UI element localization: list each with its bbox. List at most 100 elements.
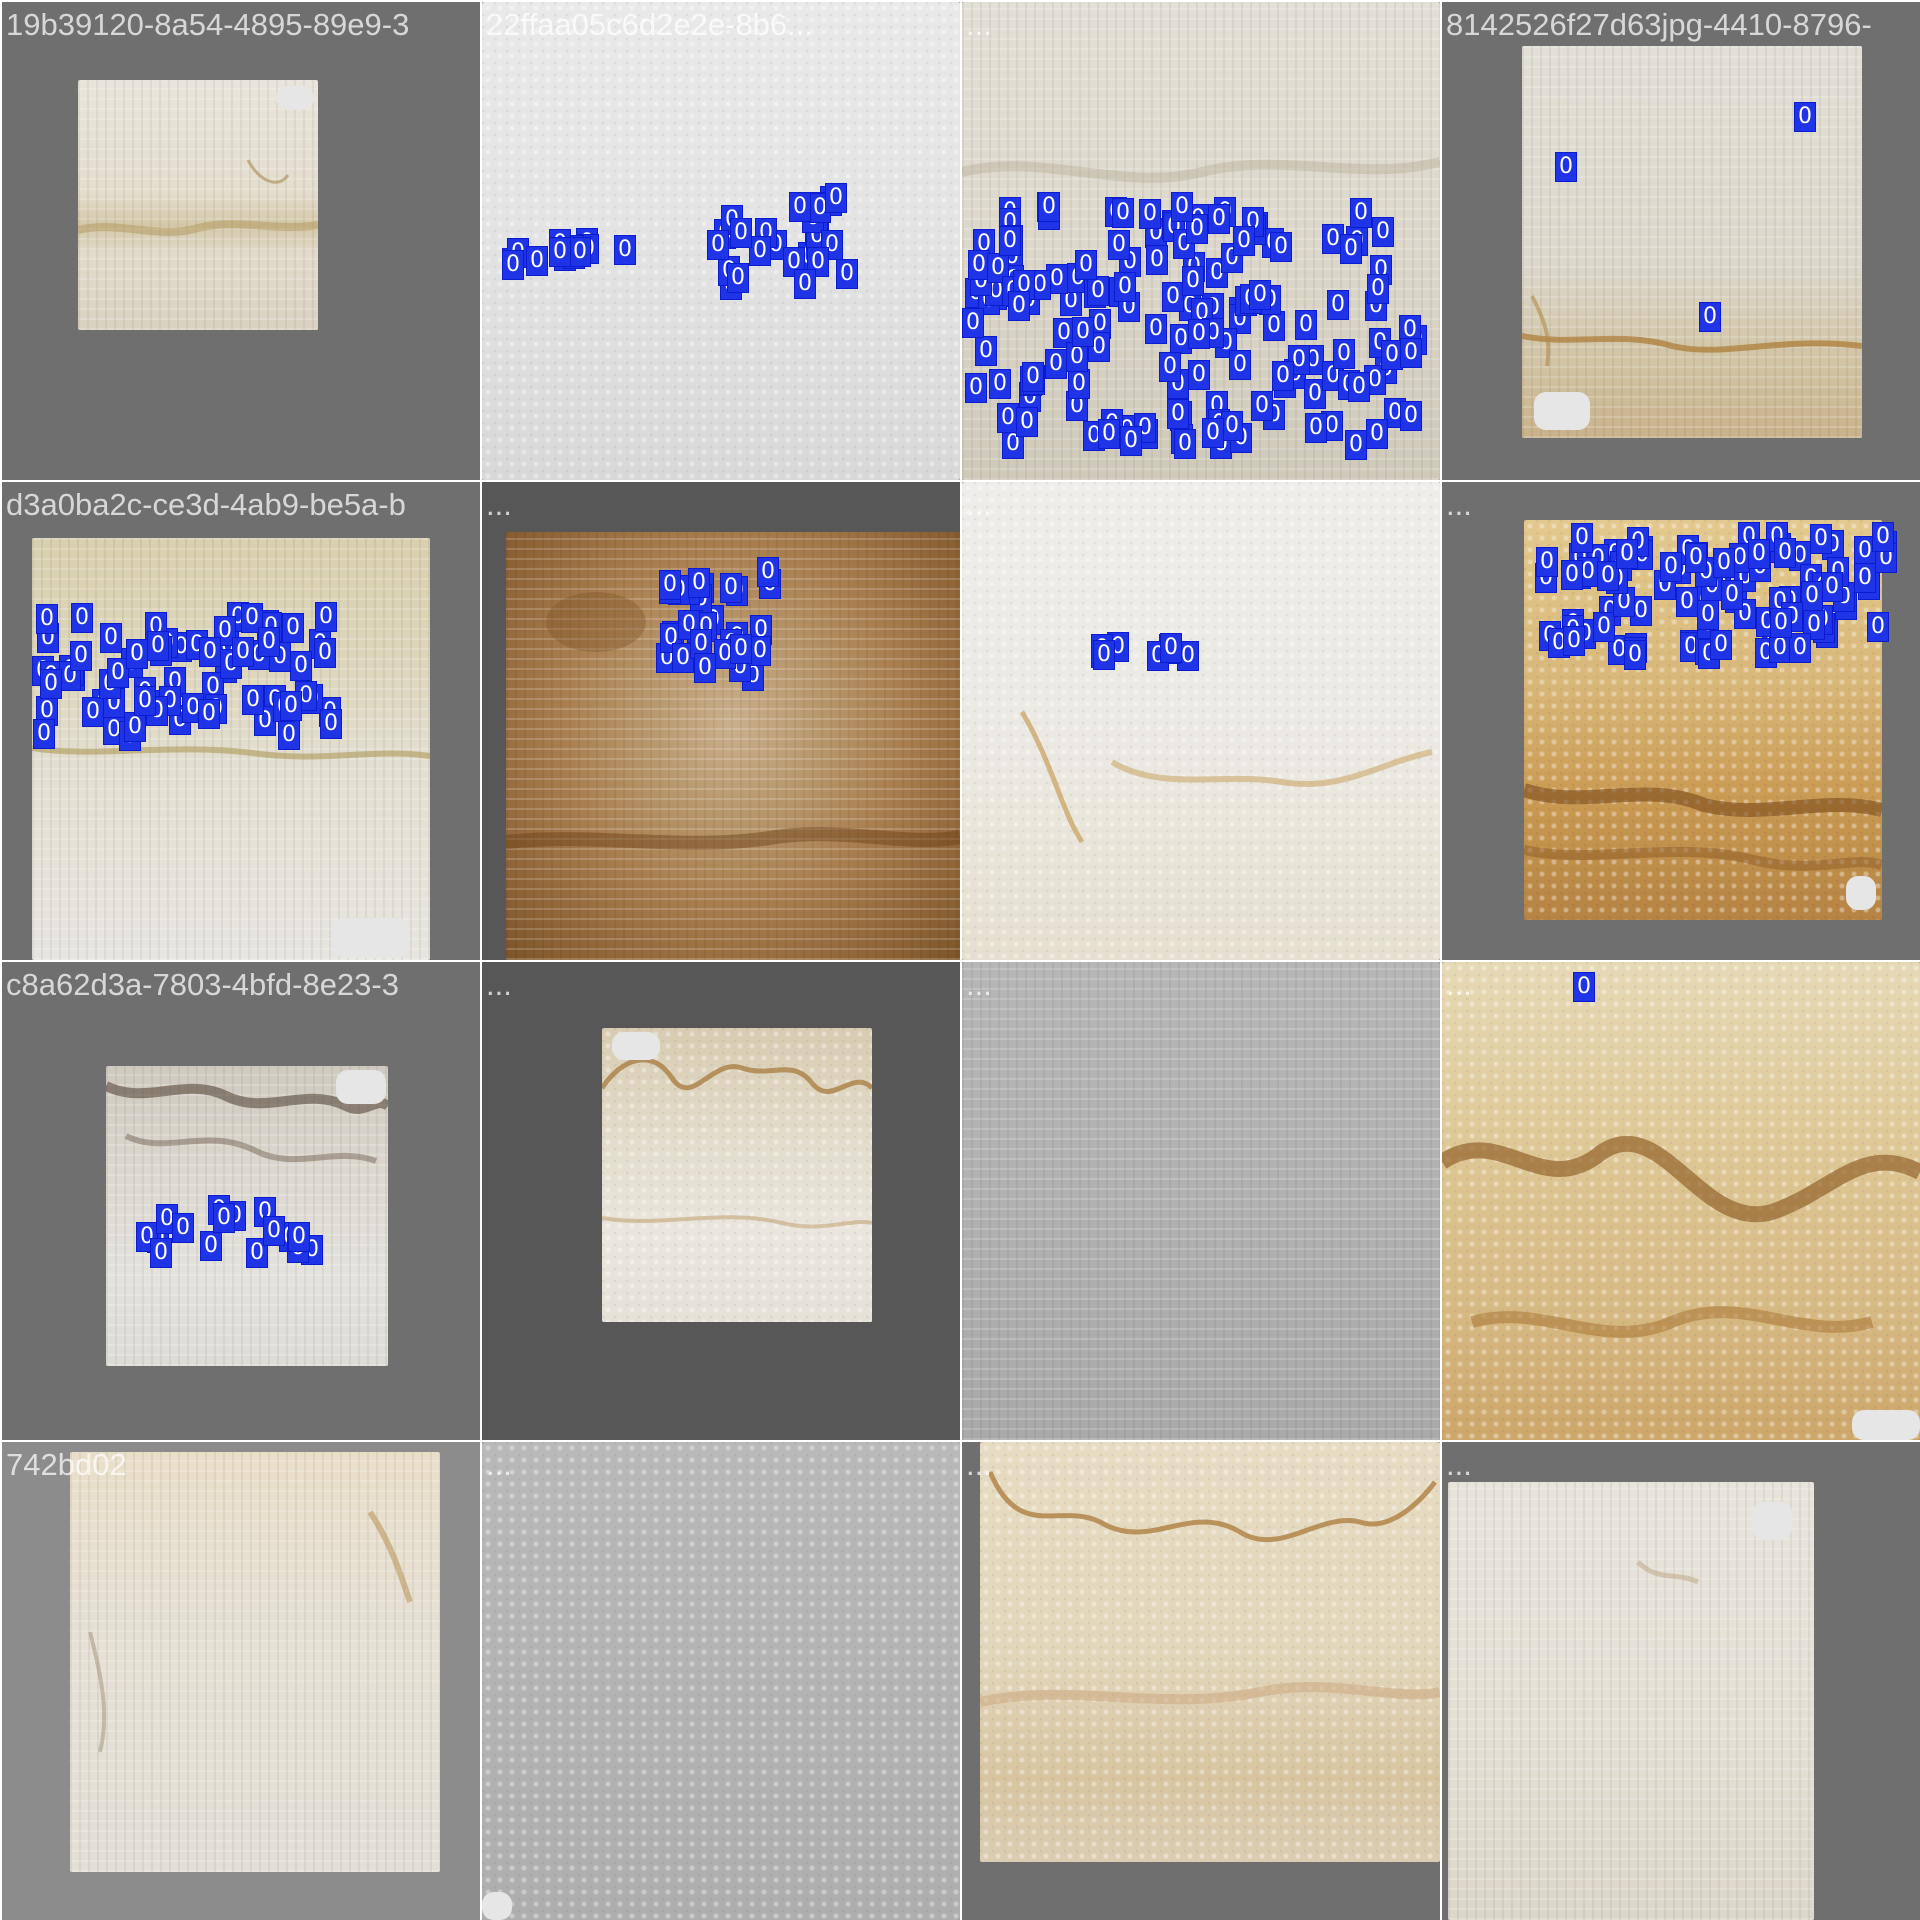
detection-box: 0 bbox=[1188, 319, 1210, 349]
detection-box: 0 bbox=[1160, 633, 1182, 663]
detection-box: 0 bbox=[282, 613, 304, 643]
detection-box: 0 bbox=[1400, 401, 1422, 431]
detection-box: 0 bbox=[1263, 311, 1285, 341]
detection-box: 0 bbox=[1624, 640, 1646, 670]
white-blob bbox=[482, 1892, 512, 1920]
detection-layer bbox=[962, 1442, 1440, 1920]
detection-box: 0 bbox=[1068, 369, 1090, 399]
tile-12: 0 ... bbox=[1442, 962, 1920, 1440]
detection-box: 0 bbox=[1112, 198, 1134, 228]
detection-box: 0 bbox=[749, 636, 771, 666]
detection-box: 0 bbox=[836, 259, 858, 289]
white-blob bbox=[276, 86, 314, 110]
detection-box: 0 bbox=[280, 691, 302, 721]
detection-box: 0 bbox=[70, 641, 92, 671]
detection-box: 0 bbox=[730, 634, 752, 664]
detection-box: 0 bbox=[1229, 350, 1251, 380]
detection-box: 0 bbox=[1305, 413, 1327, 443]
tile-14: ... bbox=[482, 1442, 960, 1920]
tile-10: ... bbox=[482, 962, 960, 1440]
detection-box: 0 bbox=[242, 685, 264, 715]
detection-box: 0 bbox=[200, 1231, 222, 1261]
detection-box: 0 bbox=[690, 629, 712, 659]
detection-box: 0 bbox=[1348, 372, 1370, 402]
detection-box: 0 bbox=[999, 226, 1021, 256]
detection-box: 0 bbox=[1249, 280, 1271, 310]
detection-box: 0 bbox=[126, 639, 148, 669]
detection-box: 0 bbox=[1182, 266, 1204, 296]
detection-box: 0 bbox=[1350, 198, 1372, 228]
detection-box: 0 bbox=[1613, 587, 1635, 617]
white-blob bbox=[336, 1070, 386, 1104]
tissue-photo bbox=[602, 1028, 872, 1322]
detection-box: 0 bbox=[1660, 552, 1682, 582]
tile-11: ... bbox=[962, 962, 1440, 1440]
detection-box: 0 bbox=[694, 653, 716, 683]
detection-box: 0 bbox=[1616, 539, 1638, 569]
detection-box: 0 bbox=[320, 709, 342, 739]
detection-box: 0 bbox=[1400, 338, 1422, 368]
detection-box: 0 bbox=[290, 651, 312, 681]
detection-box: 0 bbox=[1867, 612, 1889, 642]
detection-box: 0 bbox=[36, 696, 58, 726]
detection-box: 0 bbox=[672, 643, 694, 673]
detection-box: 0 bbox=[1710, 630, 1732, 660]
detection-box: 0 bbox=[1304, 379, 1326, 409]
tissue-photo bbox=[962, 482, 1440, 960]
tissue-photo bbox=[962, 962, 1440, 1440]
detection-layer bbox=[962, 962, 1440, 1440]
detection-box: 0 bbox=[968, 250, 990, 280]
detection-box: 0 bbox=[1345, 430, 1367, 460]
detection-box: 0 bbox=[1045, 349, 1067, 379]
detection-box: 0 bbox=[134, 686, 156, 716]
tile-6: 000000000000000000000000000000 ... bbox=[482, 482, 960, 960]
detection-box: 0 bbox=[975, 336, 997, 366]
detection-box: 0 bbox=[213, 1203, 235, 1233]
detection-box: 0 bbox=[1089, 309, 1111, 339]
detection-box: 0 bbox=[198, 699, 220, 729]
detection-box: 0 bbox=[1139, 199, 1161, 229]
detection-box: 0 bbox=[688, 568, 710, 598]
detection-box: 0 bbox=[1872, 522, 1894, 552]
detection-box: 0 bbox=[1053, 318, 1075, 348]
detection-box: 0 bbox=[1697, 600, 1719, 630]
detection-box: 0 bbox=[965, 373, 987, 403]
detection-box: 0 bbox=[1108, 230, 1130, 260]
white-blob bbox=[612, 1032, 660, 1060]
detection-layer bbox=[482, 962, 960, 1440]
detection-box: 0 bbox=[789, 192, 811, 222]
detection-box: 0 bbox=[794, 269, 816, 299]
detection-box: 0 bbox=[1022, 362, 1044, 392]
detection-box: 0 bbox=[33, 719, 55, 749]
tile-1: 19b39120-8a54-4895-89e9-3 bbox=[2, 2, 480, 480]
detection-box: 0 bbox=[989, 369, 1011, 399]
detection-box: 0 bbox=[1098, 419, 1120, 449]
detection-box: 0 bbox=[569, 237, 591, 267]
detection-box: 0 bbox=[614, 235, 636, 265]
detection-box: 0 bbox=[1327, 290, 1349, 320]
detection-box: 0 bbox=[147, 631, 169, 661]
detection-box: 0 bbox=[1233, 226, 1255, 256]
detection-box: 0 bbox=[1593, 612, 1615, 642]
detection-box: 0 bbox=[1597, 561, 1619, 591]
detection-box: 0 bbox=[1188, 360, 1210, 390]
detection-box: 0 bbox=[727, 263, 749, 293]
detection-box: 0 bbox=[315, 602, 337, 632]
white-blob bbox=[1752, 1502, 1792, 1540]
detection-box: 0 bbox=[1120, 426, 1142, 456]
detection-box: 0 bbox=[1713, 548, 1735, 578]
detection-box: 0 bbox=[1016, 407, 1038, 437]
detection-box: 0 bbox=[314, 638, 336, 668]
detection-box: 0 bbox=[246, 1238, 268, 1268]
detection-box: 0 bbox=[1676, 587, 1698, 617]
detection-box: 0 bbox=[1774, 538, 1796, 568]
detection-box: 0 bbox=[1810, 524, 1832, 554]
